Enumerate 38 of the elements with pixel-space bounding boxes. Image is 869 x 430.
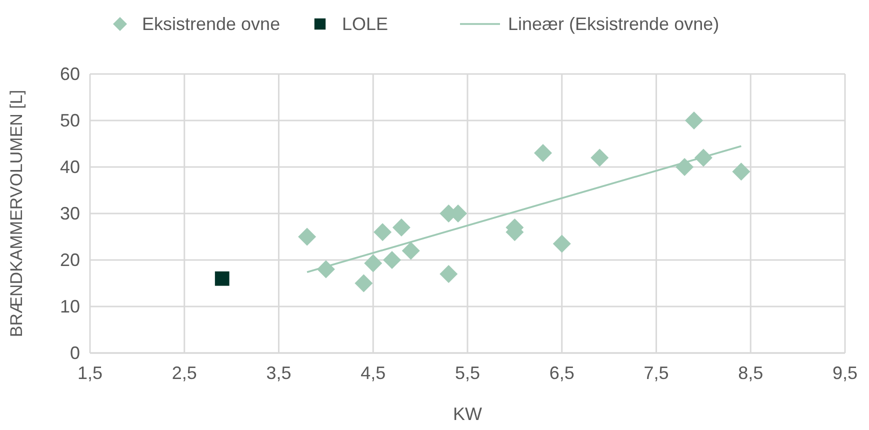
- y-tick-label: 60: [60, 64, 80, 84]
- point: [383, 251, 401, 269]
- x-tick-label: 4,5: [360, 363, 386, 383]
- y-tick-label: 30: [60, 204, 80, 224]
- y-tick-label: 50: [60, 110, 80, 130]
- legend-label: LOLE: [342, 14, 388, 34]
- point: [316, 260, 335, 278]
- x-tick-label: 9,5: [832, 363, 858, 383]
- point: [676, 158, 694, 176]
- legend-label: Eksistrende ovne: [142, 14, 280, 34]
- x-tick-label: 7,5: [644, 363, 669, 383]
- x-tick-label: 6,5: [549, 363, 574, 383]
- x-tick-label: 5,5: [454, 363, 480, 383]
- x-tick-label: 1,5: [77, 363, 103, 383]
- x-tick-label: 8,5: [738, 363, 764, 383]
- y-tick-label: 40: [60, 157, 80, 177]
- point: [694, 148, 712, 167]
- y-tick-label: 20: [60, 250, 80, 270]
- point: [402, 242, 420, 260]
- y-tick-label: 10: [60, 296, 80, 316]
- point: [392, 218, 410, 236]
- x-tick-label: 2,5: [172, 363, 197, 383]
- point: [685, 112, 703, 130]
- y-axis-title: BRÆNDKAMMERVOLUMEN [L]: [7, 90, 26, 338]
- legend-label: Lineær (Eksistrende ovne): [508, 14, 720, 34]
- point: [534, 144, 552, 162]
- x-axis-title: KW: [453, 404, 482, 424]
- point: [374, 223, 392, 242]
- point: [364, 254, 382, 272]
- point: [354, 274, 373, 292]
- point: [590, 148, 609, 167]
- point: [298, 228, 316, 246]
- point: [440, 264, 458, 283]
- y-tick-label: 0: [70, 343, 80, 363]
- point: [552, 234, 571, 253]
- point: [732, 162, 750, 181]
- x-tick-label: 3,5: [266, 363, 292, 383]
- point: [214, 271, 230, 286]
